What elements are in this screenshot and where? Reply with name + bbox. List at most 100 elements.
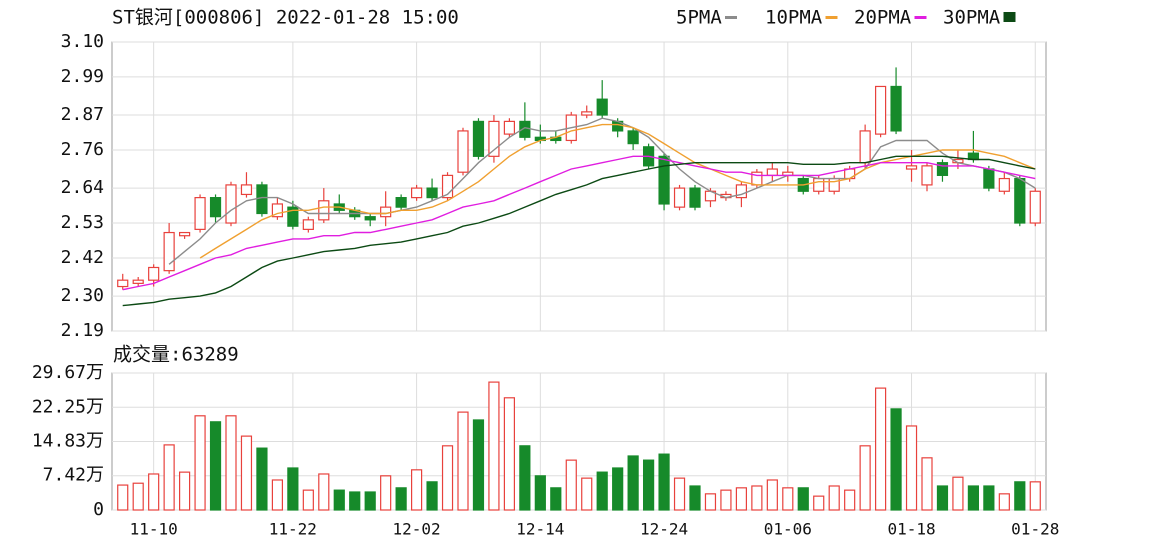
volume-bar	[163, 444, 175, 511]
candle-body	[287, 206, 299, 227]
candle-body	[596, 98, 608, 116]
candle-body	[874, 85, 887, 135]
volume-bar	[844, 489, 856, 511]
candle-body	[426, 187, 438, 199]
y-tick-label: 0	[93, 499, 104, 520]
volume-bar	[689, 485, 701, 511]
volume-bar	[457, 411, 469, 511]
volume-bar	[627, 455, 639, 511]
candle-body	[225, 184, 237, 224]
x-tick-label: 12-24	[640, 520, 688, 539]
volume-bar	[859, 445, 871, 511]
volume-bar	[612, 467, 624, 511]
volume-bar	[704, 493, 717, 511]
candle-body	[1029, 190, 1041, 224]
volume-bar	[658, 453, 670, 511]
legend-label: 5PMA	[676, 7, 722, 29]
volume-bar	[519, 445, 531, 511]
candle-body	[457, 130, 469, 173]
candle-body	[318, 200, 330, 221]
volume-bar	[735, 487, 748, 511]
ma-line	[122, 155, 1036, 291]
candle-body	[488, 120, 500, 157]
volume-bar	[503, 397, 515, 511]
volume-bar	[380, 475, 392, 511]
candle-body	[179, 231, 191, 237]
candle-body	[256, 184, 268, 215]
y-tick-label: 2.87	[61, 104, 104, 125]
volume-bar	[813, 495, 825, 511]
chart-title: ST银河[000806] 2022-01-28 15:00	[112, 7, 459, 29]
candle-body	[364, 216, 376, 221]
candle-body	[983, 168, 995, 189]
x-tick-label: 11-22	[269, 520, 317, 539]
ma-line	[122, 155, 1036, 307]
legend-swatch	[1003, 12, 1016, 22]
candle-body	[689, 187, 701, 208]
candle-body	[905, 165, 918, 170]
y-tick-label: 7.42万	[43, 465, 104, 486]
volume-bar	[225, 415, 237, 511]
volume-bar	[132, 482, 144, 511]
volume-bar	[952, 476, 964, 511]
candle-body	[209, 197, 222, 218]
candle-body	[395, 197, 407, 208]
volume-bar	[411, 469, 423, 511]
candle-body	[194, 197, 206, 230]
volume-bar	[720, 489, 732, 511]
volume-bar	[302, 489, 314, 511]
volume-bar	[240, 435, 253, 511]
volume-bar	[1029, 481, 1041, 511]
candle-body	[271, 203, 283, 218]
volume-bar	[287, 467, 299, 511]
volume-bar	[782, 487, 794, 511]
candle-body	[673, 187, 686, 208]
y-tick-label: 3.10	[61, 31, 104, 52]
volume-bar	[673, 477, 686, 511]
volume-bar	[318, 473, 330, 511]
y-tick-label: 2.99	[61, 66, 104, 87]
y-tick-label: 29.67万	[32, 362, 104, 383]
candle-body	[921, 165, 933, 186]
candle-body	[441, 174, 454, 199]
candle-body	[132, 279, 144, 284]
volume-bar	[426, 481, 438, 511]
ma-line	[168, 117, 1036, 265]
volume-bar	[534, 475, 546, 511]
volume-bar	[642, 459, 655, 511]
volume-bar	[983, 485, 995, 511]
volume-bar	[364, 491, 376, 511]
volume-bar	[998, 493, 1010, 511]
candle-body	[503, 120, 515, 135]
ma-line	[199, 123, 1036, 259]
y-tick-label: 2.64	[61, 177, 104, 198]
volume-bar	[209, 421, 222, 511]
candle-body	[302, 219, 314, 230]
volume-bar	[828, 485, 840, 511]
x-tick-label: 01-18	[887, 520, 935, 539]
volume-bar	[1014, 481, 1026, 511]
volume-bar	[596, 471, 608, 511]
y-tick-label: 2.19	[61, 320, 104, 341]
volume-bar	[921, 457, 933, 511]
volume-bar	[472, 419, 485, 511]
candle-body	[411, 187, 423, 199]
legend-swatch	[825, 16, 838, 19]
candle-body	[380, 206, 392, 218]
candle-body	[936, 162, 949, 176]
y-tick-label: 2.76	[61, 139, 104, 160]
volume-bar	[565, 459, 577, 511]
x-tick-label: 01-06	[764, 520, 812, 539]
x-tick-label: 11-10	[130, 520, 178, 539]
volume-bar	[766, 479, 778, 511]
candle-body	[1014, 177, 1026, 224]
candle-body	[735, 184, 748, 199]
legend-swatch	[914, 16, 927, 19]
y-tick-label: 2.53	[61, 212, 104, 233]
legend-label: 20PMA	[854, 7, 912, 29]
legend-label: 10PMA	[765, 7, 823, 29]
candle-body	[658, 155, 670, 205]
volume-bar	[581, 477, 593, 511]
